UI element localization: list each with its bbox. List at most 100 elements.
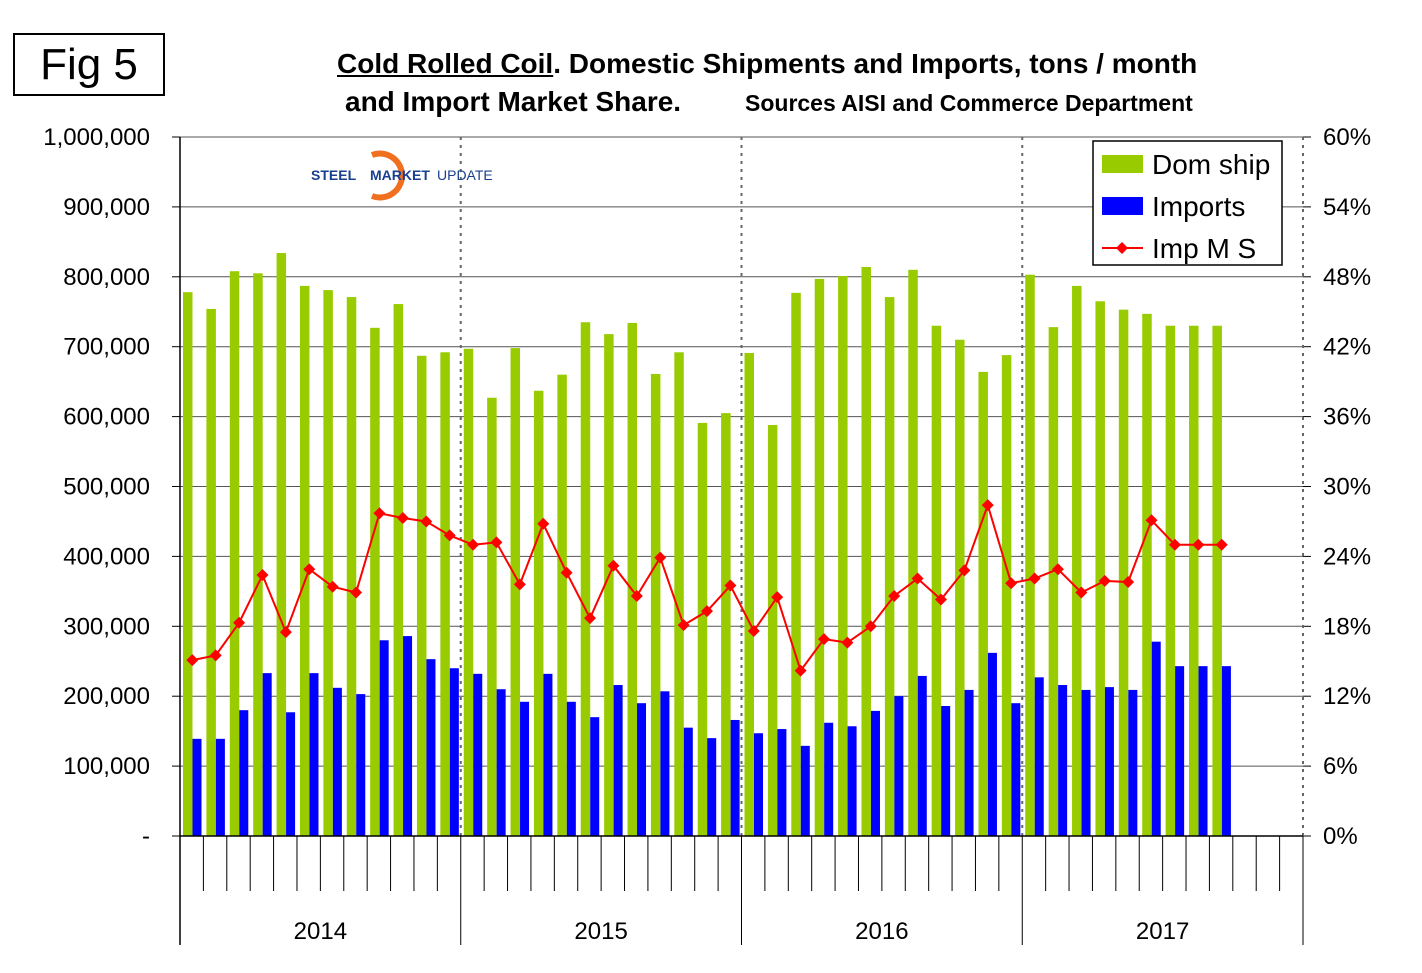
year-label: 2014: [294, 918, 347, 945]
market-share-point: [513, 578, 526, 591]
imports-bar: [239, 710, 249, 836]
dom-ship-bar: [814, 278, 825, 837]
market-share-point: [841, 636, 854, 649]
logo-market: MARKET: [370, 167, 430, 183]
left-tick-label: 100,000: [63, 753, 150, 780]
dom-ship-bar: [674, 352, 684, 836]
imports-bar: [1011, 703, 1021, 836]
right-tick-label: 54%: [1323, 194, 1371, 221]
dom-ship-bar: [370, 327, 380, 836]
market-share-point: [209, 649, 222, 662]
legend-imports-swatch: [1102, 197, 1143, 215]
left-tick-label: 200,000: [63, 683, 150, 710]
imports-bar: [379, 640, 389, 836]
imports-bar: [473, 673, 483, 836]
right-tick-label: 60%: [1323, 124, 1371, 151]
market-share-point: [396, 511, 409, 524]
dom-ship-bar: [1048, 327, 1059, 836]
dom-ship-bar: [1189, 325, 1199, 836]
market-share-point: [1028, 572, 1041, 585]
market-share-point: [256, 569, 269, 582]
market-share-point: [443, 529, 456, 542]
dom-ship-bar: [183, 292, 193, 837]
market-share-point: [350, 586, 363, 599]
imports-bar: [777, 729, 787, 836]
imports-bar: [543, 673, 553, 836]
dom-ship-bar: [229, 271, 240, 836]
imports-bar: [215, 738, 225, 836]
market-share-point: [1075, 586, 1088, 599]
right-tick-label: 42%: [1323, 334, 1371, 361]
dom-ship-bar: [557, 374, 567, 836]
market-share-point: [654, 551, 667, 564]
dom-ship-bar: [884, 297, 895, 836]
market-share-point: [677, 619, 690, 632]
title-rest: . Domestic Shipments and Imports, tons /…: [553, 48, 1198, 79]
market-share-point: [630, 590, 643, 603]
dom-ship-bar: [1072, 285, 1082, 837]
imports-bar: [566, 701, 576, 836]
imports-bar: [613, 685, 623, 836]
imports-bar: [449, 668, 459, 836]
imports-bar: [847, 726, 857, 836]
left-tick-label: 800,000: [63, 264, 150, 291]
market-share-point: [326, 580, 339, 593]
imports-bar: [1128, 689, 1138, 836]
left-tick-label: -: [142, 823, 150, 850]
market-share-point: [467, 538, 480, 551]
right-tick-label: 6%: [1323, 753, 1358, 780]
market-share-point: [934, 593, 947, 606]
market-share-point: [233, 616, 246, 629]
dom-ship-bar: [627, 322, 638, 837]
imports-bar: [870, 710, 880, 836]
imports-bar: [1058, 685, 1068, 836]
dom-ship-bar: [838, 276, 848, 836]
dom-ship-bar: [440, 352, 450, 836]
dom-ship-bar: [791, 292, 801, 836]
market-share-point: [794, 664, 807, 677]
market-share-point: [771, 591, 784, 604]
chart-title: Cold Rolled Coil. Domestic Shipments and…: [337, 48, 1197, 80]
imports-bar: [262, 673, 272, 836]
dom-ship-bar: [416, 355, 427, 836]
market-share-point: [1215, 538, 1228, 551]
left-tick-label: 700,000: [63, 334, 150, 361]
left-tick-label: 400,000: [63, 543, 150, 570]
left-tick-label: 1,000,000: [43, 124, 150, 151]
dom-ship-bar: [253, 273, 263, 836]
right-tick-label: 0%: [1323, 823, 1358, 850]
imports-bar: [894, 696, 904, 836]
left-tick-label: 600,000: [63, 404, 150, 431]
year-label: 2017: [1136, 918, 1189, 945]
right-tick-label: 30%: [1323, 474, 1371, 501]
legend-ms-marker-icon: [1116, 242, 1128, 254]
market-share-point: [560, 566, 573, 579]
legend-label: Imports: [1152, 191, 1245, 222]
market-share-point: [747, 624, 760, 637]
logo-steel: STEEL: [311, 167, 357, 183]
imports-bar: [1198, 666, 1208, 836]
dom-ship-bar: [931, 325, 942, 836]
dom-ship-bar: [393, 304, 404, 836]
dom-ship-bar: [1001, 355, 1012, 836]
dom-ship-bar: [744, 352, 754, 836]
market-share-point: [888, 590, 901, 603]
imports-bar: [730, 719, 740, 836]
imports-bar: [286, 712, 296, 836]
dom-ship-bar: [299, 285, 310, 837]
imports-bar: [403, 636, 413, 836]
legend-label: Dom ship: [1152, 149, 1270, 180]
chart-sources: Sources AISI and Commerce Department: [745, 90, 1193, 116]
imports-bar: [1175, 666, 1185, 836]
imports-bar: [590, 717, 600, 836]
market-share-point: [724, 579, 737, 592]
dom-ship-bar: [510, 348, 521, 836]
imports-bar: [707, 738, 717, 836]
imports-bar: [356, 694, 366, 836]
market-share-point: [186, 654, 199, 667]
dom-ship-bar: [1118, 309, 1129, 836]
imports-bar: [941, 705, 951, 836]
imports-bar: [964, 689, 974, 836]
